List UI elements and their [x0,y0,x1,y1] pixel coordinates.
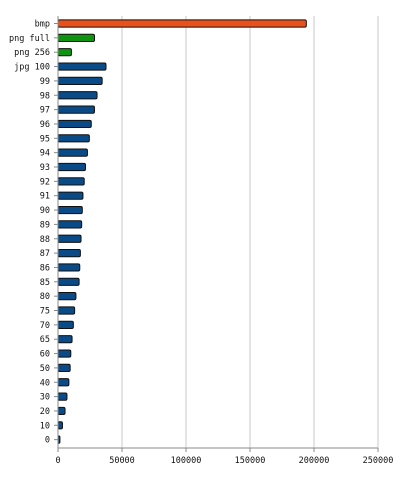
bar [57,378,70,387]
category-label: 80 [40,292,50,302]
bar [57,349,72,358]
bar [57,292,77,301]
category-label: 20 [40,407,50,417]
x-tick-label: 100000 [171,456,202,466]
category-label: 99 [40,77,50,87]
category-label: 40 [40,378,50,388]
bar [57,306,76,315]
category-label: 92 [40,177,50,187]
category-label: 65 [40,335,50,345]
x-tick-labels: 0 50000 100000 150000 200000 250000 [55,456,393,466]
category-label: png 256 [14,48,50,58]
bar [57,363,71,372]
bar [57,320,74,329]
bar [57,76,103,86]
category-labels: bmp png full png 256 jpg 100 99 98 97 96 95 94 93 9… [9,20,50,446]
category-label: 30 [40,393,50,403]
bar [57,33,95,42]
bar [57,119,92,129]
category-label: png full [9,34,50,44]
category-label: 98 [40,91,50,101]
bar [57,162,87,172]
category-label: 89 [40,220,50,230]
bar [57,277,80,286]
category-label: bmp [35,20,50,30]
category-label: 85 [40,278,50,288]
bar [57,421,63,430]
bars [57,19,307,444]
category-label: 50 [40,364,50,374]
bar [57,220,83,229]
category-label: 60 [40,350,50,360]
x-tick-label: 250000 [363,456,394,466]
category-label: 93 [40,163,50,173]
x-tick-label: 200000 [299,456,330,466]
category-label: 94 [40,149,50,159]
category-label: 88 [40,235,50,245]
bar [57,406,66,416]
category-label: 97 [40,106,50,116]
x-tick-label: 50000 [109,456,135,466]
bar [57,177,85,186]
x-tick-label: 150000 [235,456,266,466]
bar [57,234,82,243]
bar [57,205,83,215]
category-label: 70 [40,321,50,331]
category-label: 75 [40,307,50,317]
bar [57,62,107,71]
bar [57,105,95,114]
category-label: jpg 100 [14,63,50,73]
bar [57,148,88,157]
bar [57,19,307,28]
category-label: 95 [40,134,50,144]
category-label: 90 [40,206,50,216]
category-label: 87 [40,249,50,259]
category-label: 91 [40,192,50,202]
bar [57,249,81,258]
x-tick-label: 0 [55,456,60,466]
bar [57,134,90,143]
bar [57,335,73,344]
category-label: 96 [40,120,50,130]
bar [57,263,81,272]
category-label: 86 [40,263,50,273]
category-label: 0 [45,436,50,446]
grid-lines [121,16,379,448]
bar [57,191,84,200]
axes [54,16,379,452]
category-label: 10 [40,421,50,431]
bar [57,91,98,100]
bar [57,48,72,57]
bar [57,392,68,401]
